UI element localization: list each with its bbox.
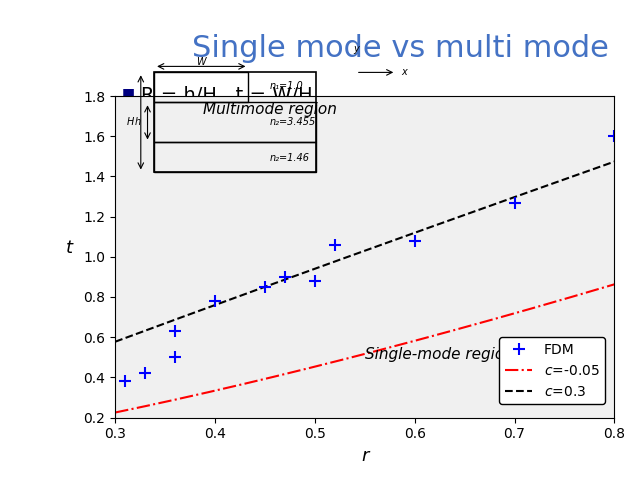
FDM xyxy=(311,278,319,284)
Text: Single mode vs multi mode: Single mode vs multi mode xyxy=(192,34,609,62)
Text: Multimode region: Multimode region xyxy=(202,102,337,118)
FDM xyxy=(172,354,179,360)
Text: n₂=3.455: n₂=3.455 xyxy=(270,118,316,127)
Text: n₂=1.46: n₂=1.46 xyxy=(270,154,310,163)
$c$=0.3 xyxy=(141,328,149,334)
Text: n₁=1.0: n₁=1.0 xyxy=(270,82,303,91)
$c$=-0.05 xyxy=(204,389,212,395)
X-axis label: r: r xyxy=(361,447,369,465)
Bar xyxy=(154,102,316,143)
$c$=-0.05 xyxy=(111,409,119,415)
$c$=0.3 xyxy=(568,174,575,180)
Text: W: W xyxy=(196,58,206,67)
$c$=-0.05 xyxy=(141,403,149,409)
FDM xyxy=(261,284,269,290)
FDM xyxy=(122,379,129,384)
Text: Single-mode region: Single-mode region xyxy=(365,347,514,362)
FDM xyxy=(331,242,339,248)
Text: x: x xyxy=(401,67,407,77)
Legend: FDM, $c$=-0.05, $c$=0.3: FDM, $c$=-0.05, $c$=0.3 xyxy=(499,337,605,404)
$c$=0.3 xyxy=(611,159,618,165)
FDM xyxy=(172,328,179,334)
Text: h: h xyxy=(135,118,141,127)
$c$=-0.05 xyxy=(568,294,575,300)
$c$=0.3 xyxy=(244,290,252,296)
Text: H: H xyxy=(126,118,134,127)
$c$=-0.05 xyxy=(131,406,139,411)
$c$=0.3 xyxy=(131,331,139,337)
$c$=-0.05 xyxy=(244,380,252,386)
Bar xyxy=(154,143,316,172)
FDM xyxy=(511,200,518,205)
Text: ■: ■ xyxy=(122,86,135,100)
$c$=0.3 xyxy=(204,305,212,311)
Line: $c$=-0.05: $c$=-0.05 xyxy=(115,284,614,412)
$c$=-0.05 xyxy=(611,281,618,287)
Bar xyxy=(154,72,316,172)
Line: FDM: FDM xyxy=(119,130,621,388)
FDM xyxy=(411,238,419,243)
Bar xyxy=(154,72,248,102)
FDM xyxy=(211,298,219,304)
FDM xyxy=(281,274,289,280)
$c$=-0.05 xyxy=(586,289,593,295)
Y-axis label: t: t xyxy=(66,239,73,257)
Line: $c$=0.3: $c$=0.3 xyxy=(115,162,614,342)
FDM xyxy=(141,371,149,376)
Text: R = h/H   t = W/H: R = h/H t = W/H xyxy=(141,86,312,106)
$c$=0.3 xyxy=(111,339,119,345)
FDM xyxy=(611,133,618,139)
$c$=0.3 xyxy=(586,168,593,173)
Text: y: y xyxy=(353,44,358,54)
